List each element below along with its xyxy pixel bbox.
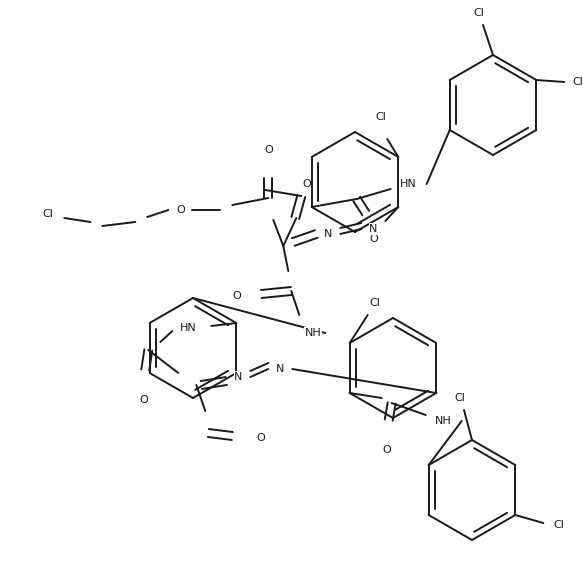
Text: O: O <box>176 205 185 215</box>
Text: N: N <box>234 372 243 382</box>
Text: Cl: Cl <box>573 77 583 87</box>
Text: O: O <box>369 234 378 244</box>
Text: HN: HN <box>180 323 196 333</box>
Text: Cl: Cl <box>376 112 387 122</box>
Text: O: O <box>264 145 273 155</box>
Text: Cl: Cl <box>554 520 565 530</box>
Text: N: N <box>369 224 377 234</box>
Text: Cl: Cl <box>473 8 484 18</box>
Text: Cl: Cl <box>43 209 54 219</box>
Text: Cl: Cl <box>455 393 465 403</box>
Text: O: O <box>302 179 311 189</box>
Text: O: O <box>139 395 147 405</box>
Text: O: O <box>232 291 241 301</box>
Text: Cl: Cl <box>369 298 380 308</box>
Text: N: N <box>276 364 285 374</box>
Text: NH: NH <box>436 416 452 426</box>
Text: N: N <box>324 229 332 239</box>
Text: O: O <box>256 433 265 443</box>
Text: O: O <box>382 445 391 455</box>
Text: NH: NH <box>305 328 322 338</box>
Text: HN: HN <box>401 179 417 189</box>
